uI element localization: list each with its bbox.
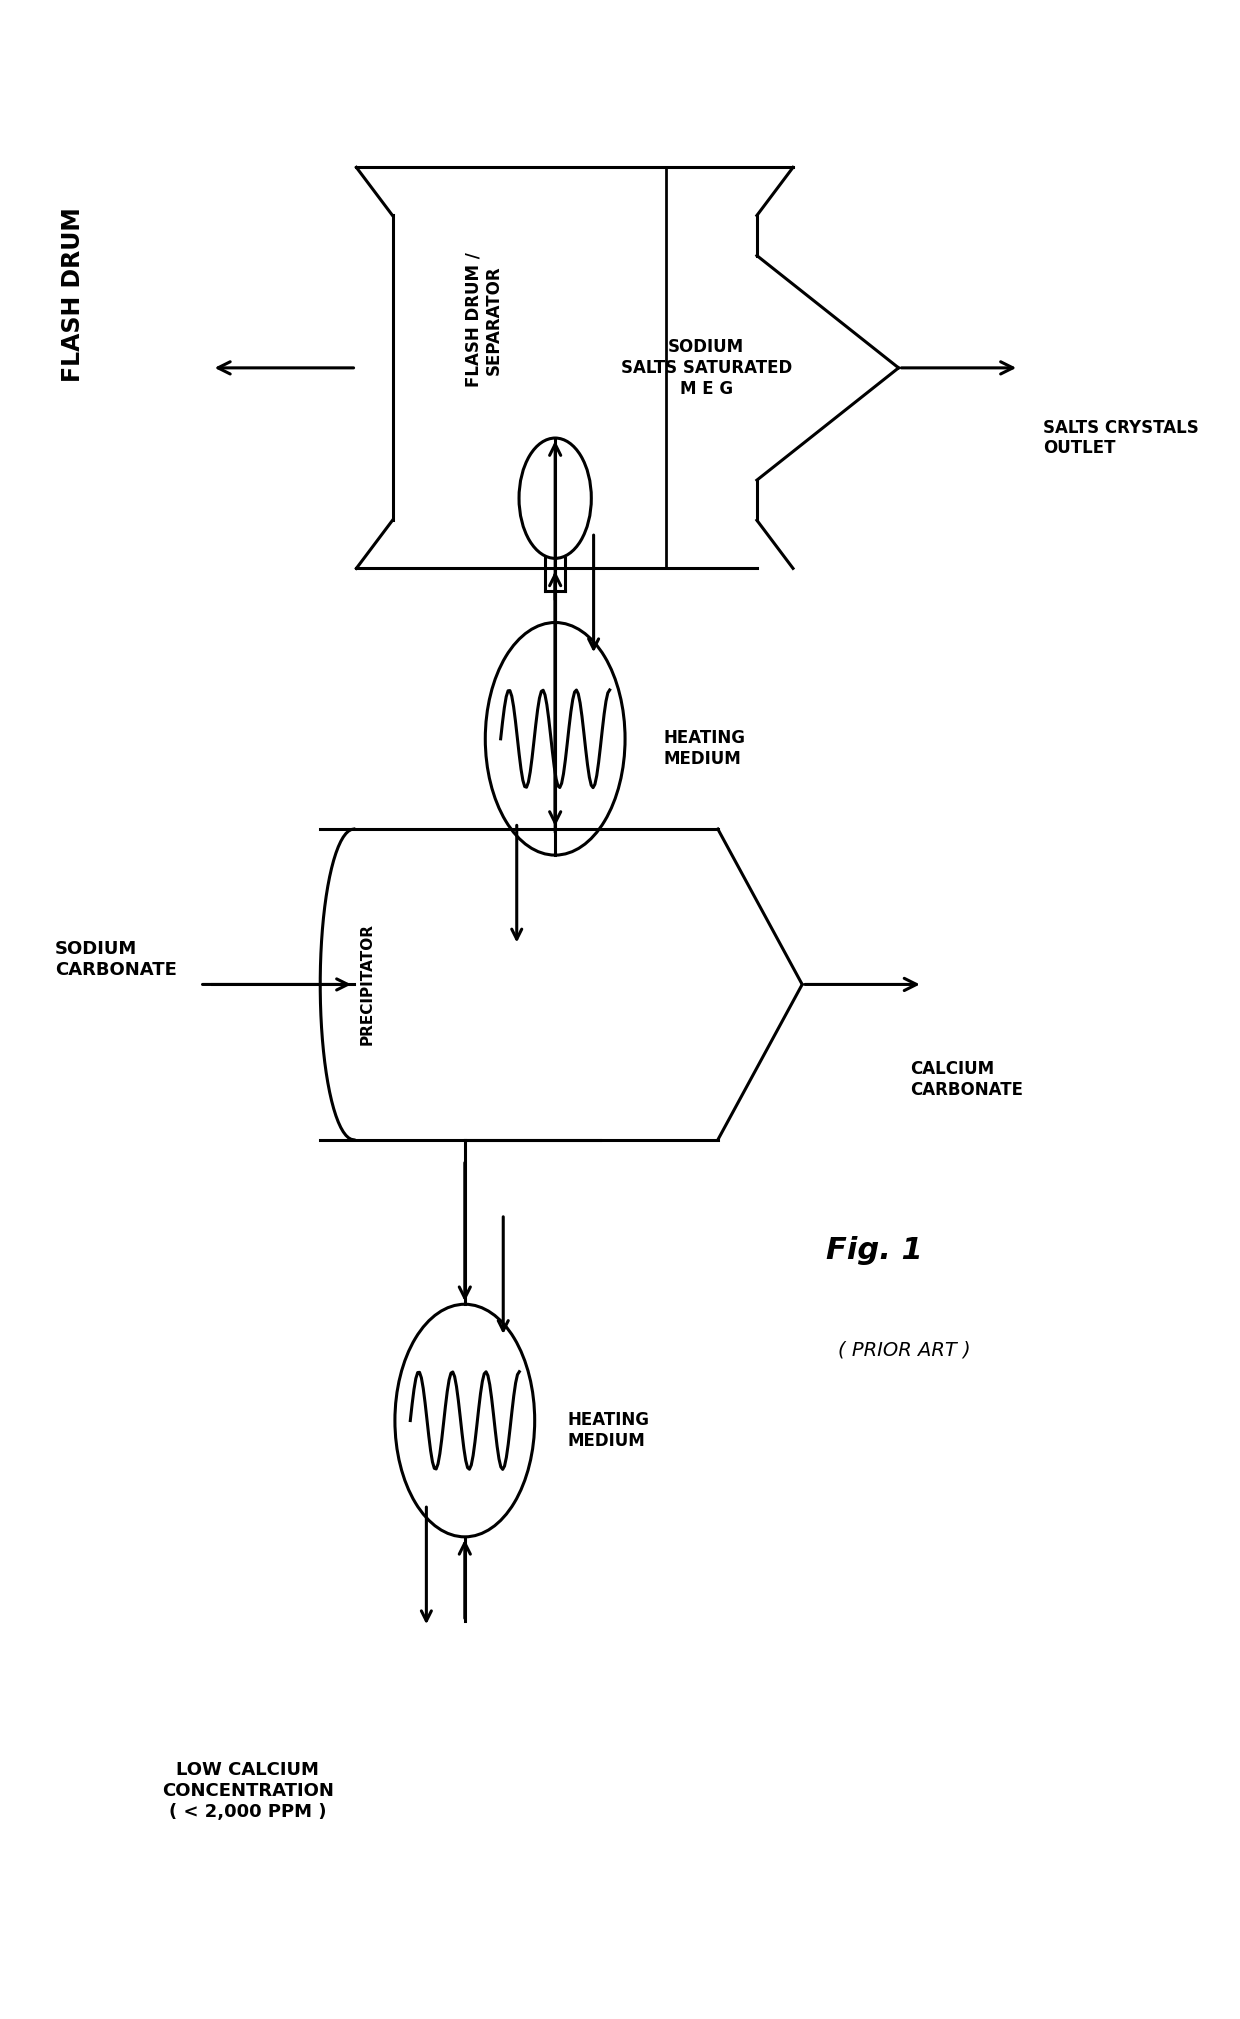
Text: FLASH DRUM /
SEPARATOR: FLASH DRUM / SEPARATOR <box>464 252 503 388</box>
Text: SODIUM
CARBONATE: SODIUM CARBONATE <box>55 941 177 979</box>
Text: SODIUM
SALTS SATURATED
M E G: SODIUM SALTS SATURATED M E G <box>621 337 792 398</box>
Text: PRECIPITATOR: PRECIPITATOR <box>360 923 374 1046</box>
Text: SALTS CRYSTALS
OUTLET: SALTS CRYSTALS OUTLET <box>1043 418 1199 458</box>
Text: Fig. 1: Fig. 1 <box>826 1236 923 1264</box>
Text: LOW CALCIUM
CONCENTRATION
( < 2,000 PPM ): LOW CALCIUM CONCENTRATION ( < 2,000 PPM … <box>162 1761 334 1821</box>
Text: ( PRIOR ART ): ( PRIOR ART ) <box>838 1341 971 1361</box>
Text: HEATING
MEDIUM: HEATING MEDIUM <box>663 729 745 769</box>
Text: CALCIUM
CARBONATE: CALCIUM CARBONATE <box>910 1060 1024 1098</box>
Text: HEATING
MEDIUM: HEATING MEDIUM <box>567 1411 650 1450</box>
Text: FLASH DRUM: FLASH DRUM <box>61 208 86 382</box>
